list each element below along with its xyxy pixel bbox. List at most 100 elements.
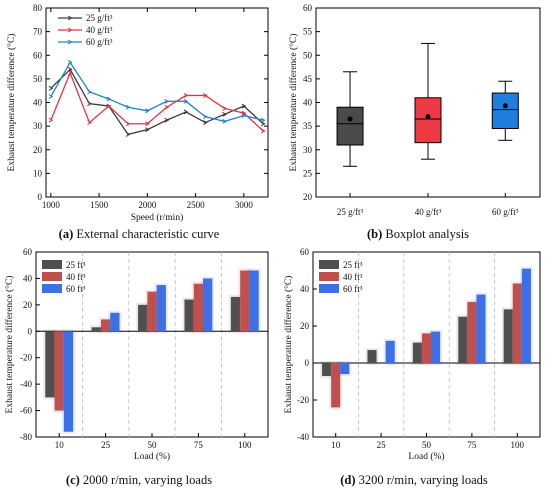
bar-1 [322,363,332,376]
y-tick-label: 60 [300,247,310,257]
legend-swatch-2 [42,272,62,281]
caption-c: (c) 2000 r/min, varying loads [66,473,212,487]
y-tick-label: 30 [33,121,43,131]
legend-label-3: 60 ft³ [66,284,86,294]
data-point [241,103,247,109]
y-tick-label: 20 [300,321,310,331]
box-2 [414,97,442,144]
bar-1 [138,304,148,332]
bar-3 [203,278,213,332]
legend-label-1: 25 g/ft³ [86,13,113,23]
bar-2 [193,283,204,332]
bar-1 [412,342,422,363]
data-point [48,94,54,100]
bar-1 [458,316,468,363]
y-tick-label: 0 [38,192,43,202]
data-point [203,92,208,98]
y-tick-label: 30 [303,145,313,155]
x-tick-label: 100 [238,440,252,450]
legend-swatch-2 [319,272,339,281]
y-tick-label: 40 [300,284,310,294]
legend-marker [67,27,73,33]
bar-3 [156,285,166,332]
data-point [106,103,112,109]
data-point [222,105,228,111]
data-point [260,128,266,134]
y-tick-label: 25 [303,168,313,178]
y-tick-label: -20 [297,395,309,405]
bar-1 [184,299,194,332]
x-tick-label: 100 [511,440,525,450]
data-point [87,101,92,107]
y-tick-label: -40 [20,379,32,389]
x-tick-label: 1000 [42,200,61,210]
bar-1 [367,350,377,363]
bar-3 [110,312,120,332]
y-tick-label: 70 [33,27,43,37]
data-point [145,108,150,114]
bar-1 [91,327,101,332]
x-tick-label: 75 [194,440,204,450]
y-axis-label: Exhaust temperature difference (°C) [283,276,294,414]
data-point [145,127,150,133]
bar-3 [521,268,531,363]
data-point [241,113,247,118]
x-axis-label: Speed (r/min) [131,212,184,223]
caption-a: (a) External characteristic curve [59,227,220,241]
legend-label-3: 60 ft³ [343,284,363,294]
data-point [106,96,112,102]
y-tick-label: 20 [303,192,313,202]
x-tick-label: 1500 [90,200,109,210]
legend-marker [67,15,73,21]
series-line-2 [50,71,264,132]
data-point [203,120,208,126]
legend-label-1: 25 ft³ [343,260,363,270]
y-axis-label: Exhaust temperature difference (°C) [6,34,17,172]
y-tick-label: 45 [303,74,313,84]
y-tick-label: 40 [303,98,313,108]
series-line-1 [50,68,264,136]
legend-label-3: 60 g/ft³ [86,37,113,47]
panel-a-line-chart: 0 10 20 30 40 50 60 70 80 1000 1500 2000 2500 3000 Spe… [6,3,269,223]
y-tick-label: 40 [23,273,33,283]
plot-frame [45,7,269,198]
bar-2 [240,270,250,332]
data-point [183,109,189,115]
legend-swatch-1 [319,260,339,269]
legend-swatch-1 [42,260,62,269]
y-tick-label: 20 [23,300,33,310]
data-point [164,117,170,123]
mean-marker [425,114,431,120]
data-point [125,104,131,110]
x-tick-label: 3000 [235,200,254,210]
legend-label-1: 25 ft³ [66,260,86,270]
bar-3 [476,294,486,363]
data-point [125,131,131,137]
x-axis-label: Load (%) [134,451,170,462]
x-axis-label: Load (%) [408,451,444,462]
bar-2 [421,333,432,363]
legend-marker [67,39,73,45]
x-tick-label: 50 [148,440,158,450]
data-point [203,114,208,120]
caption-b: (b) Boxplot analysis [367,227,469,241]
data-point [48,117,54,123]
y-tick-label: 60 [33,50,43,60]
bar-2 [147,291,157,332]
y-tick-label: 60 [23,247,33,257]
y-tick-label: 0 [28,326,33,336]
box-3 [491,92,519,129]
legend-swatch-3 [319,284,339,293]
bar-2 [100,319,111,332]
bar-1 [230,296,241,332]
series-line-3 [50,61,264,123]
y-tick-label: -80 [20,432,32,442]
x-tick-label: 25 [101,440,111,450]
legend-label-2: 40 ft³ [66,272,86,282]
x-tick-label: 25 [377,440,387,450]
data-point [87,120,92,126]
x-tick-label: 60 g/ft³ [492,207,519,217]
x-tick-label: 50 [422,440,432,450]
data-point [145,121,150,127]
